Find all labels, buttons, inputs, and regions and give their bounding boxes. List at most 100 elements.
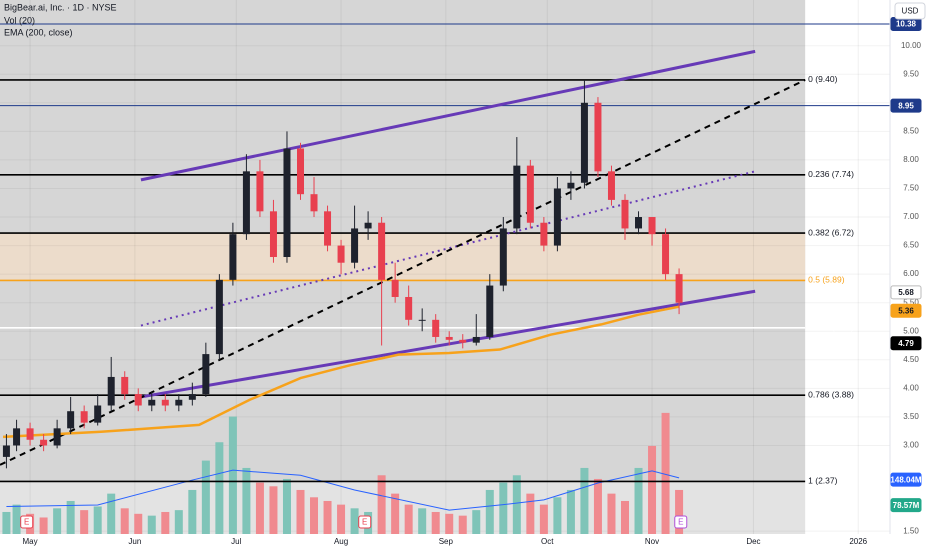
volume-bar	[269, 486, 278, 534]
fib-label: 0.5 (5.89)	[808, 275, 845, 285]
candle-body	[269, 211, 277, 258]
volume-bar	[201, 460, 210, 534]
volume-bar	[323, 500, 332, 534]
fib-label: 0.618 (5.06)	[808, 322, 854, 332]
x-tick-label: Jun	[128, 537, 141, 546]
y-tick-label: 6.50	[903, 241, 919, 250]
time-axis	[0, 534, 890, 550]
axis-label: 148.04M	[890, 475, 921, 484]
candle-body	[648, 217, 656, 235]
axis-label-box	[890, 303, 922, 318]
axis-label: 5.68	[898, 288, 914, 297]
candle-body	[405, 296, 413, 320]
volume-bar	[648, 445, 657, 534]
volume-bar	[107, 493, 116, 534]
volume-bar	[675, 489, 684, 534]
volume-bar	[499, 482, 508, 534]
candle-body	[40, 439, 48, 446]
volume-bar	[472, 510, 481, 534]
volume-bar	[174, 510, 183, 534]
volume-bar	[2, 511, 11, 534]
symbol-title: BigBear.ai, Inc. · 1D · NYSE	[4, 2, 117, 12]
trend-line	[140, 49, 756, 182]
y-tick-label: 5.50	[903, 298, 919, 307]
candle-body	[94, 405, 102, 423]
x-tick-label: Dec	[746, 537, 760, 546]
y-tick-label: 8.00	[903, 155, 919, 164]
candle-body	[13, 428, 21, 446]
candle-body	[107, 376, 115, 406]
volume-bar	[53, 508, 62, 534]
axis-label-box	[890, 336, 922, 351]
volume-bar	[215, 442, 224, 534]
volume-bar	[418, 508, 427, 534]
event-label: E	[362, 518, 367, 527]
volume-bar	[634, 467, 643, 534]
plot-area: 0 (9.40) 0.236 (7.74) 0.382 (6.72) 0.5 (5.8…	[0, 0, 890, 534]
y-tick-label: 4.50	[903, 355, 919, 364]
candle-body	[635, 217, 643, 229]
axis-label-box	[890, 285, 922, 300]
volume-bar	[134, 513, 143, 534]
axis-label: 78.57M	[893, 501, 920, 510]
candle-body	[594, 102, 602, 172]
fib-label: 0.786 (3.88)	[808, 389, 854, 399]
volume-bar	[242, 467, 251, 534]
x-tick-label: Nov	[645, 537, 659, 546]
currency-button[interactable]	[894, 2, 926, 20]
axis-label-box	[890, 98, 922, 113]
ema-line	[2, 305, 680, 439]
candle-body	[351, 228, 359, 263]
volume-bar	[458, 515, 467, 534]
volume-bar	[228, 416, 237, 534]
volume-bar	[80, 510, 89, 534]
candle-body	[486, 285, 494, 337]
candle-body	[364, 222, 372, 229]
overlay: May Jun Jul Aug Sep Oct Nov Dec 2026 1.50 3.00 3.50…	[23, 16, 922, 546]
x-tick-label: 2026	[849, 537, 867, 546]
candle-body	[621, 199, 629, 229]
y-tick-label: 5.00	[903, 326, 919, 335]
volume-bar	[310, 497, 319, 534]
candle-body	[513, 165, 521, 229]
candle-body	[432, 319, 440, 337]
candle-body	[242, 171, 250, 235]
fib-label: 0.236 (7.74)	[808, 169, 854, 179]
candle-body	[459, 339, 467, 343]
candle-body	[499, 228, 507, 286]
candle-body	[188, 394, 196, 400]
volume-bar	[661, 412, 670, 534]
candle-body	[256, 171, 264, 212]
x-tick-label: Aug	[334, 537, 348, 546]
candle-body	[215, 279, 223, 355]
candle-body	[202, 354, 210, 395]
candle-body	[229, 234, 237, 280]
candle-body	[445, 336, 453, 340]
candle-body	[121, 376, 129, 395]
trend-line	[0, 79, 806, 466]
volume-bar	[296, 489, 305, 534]
volume-bar	[255, 482, 264, 534]
x-tick-label: Oct	[541, 537, 554, 546]
currency[interactable]: USD	[902, 7, 919, 16]
axis-label: 10.38	[896, 20, 917, 29]
event-marker	[20, 515, 34, 529]
volume-bar	[161, 511, 170, 534]
x-tick-label: May	[23, 537, 38, 546]
volume-bar	[485, 489, 494, 534]
event-marker	[358, 515, 372, 529]
candle-body	[391, 279, 399, 297]
y-tick-label: 3.00	[903, 441, 919, 450]
y-tick-label: 8.50	[903, 126, 919, 135]
candle-body	[418, 319, 426, 321]
candle-body	[540, 222, 548, 246]
candle-body	[80, 411, 88, 423]
y-tick-label: 10.00	[901, 41, 922, 50]
candle-body	[324, 211, 332, 246]
price-axis	[890, 0, 932, 550]
candle-body	[662, 234, 670, 275]
volume-bar	[539, 504, 548, 534]
volume-bar	[607, 493, 616, 534]
candle-body	[553, 188, 561, 246]
